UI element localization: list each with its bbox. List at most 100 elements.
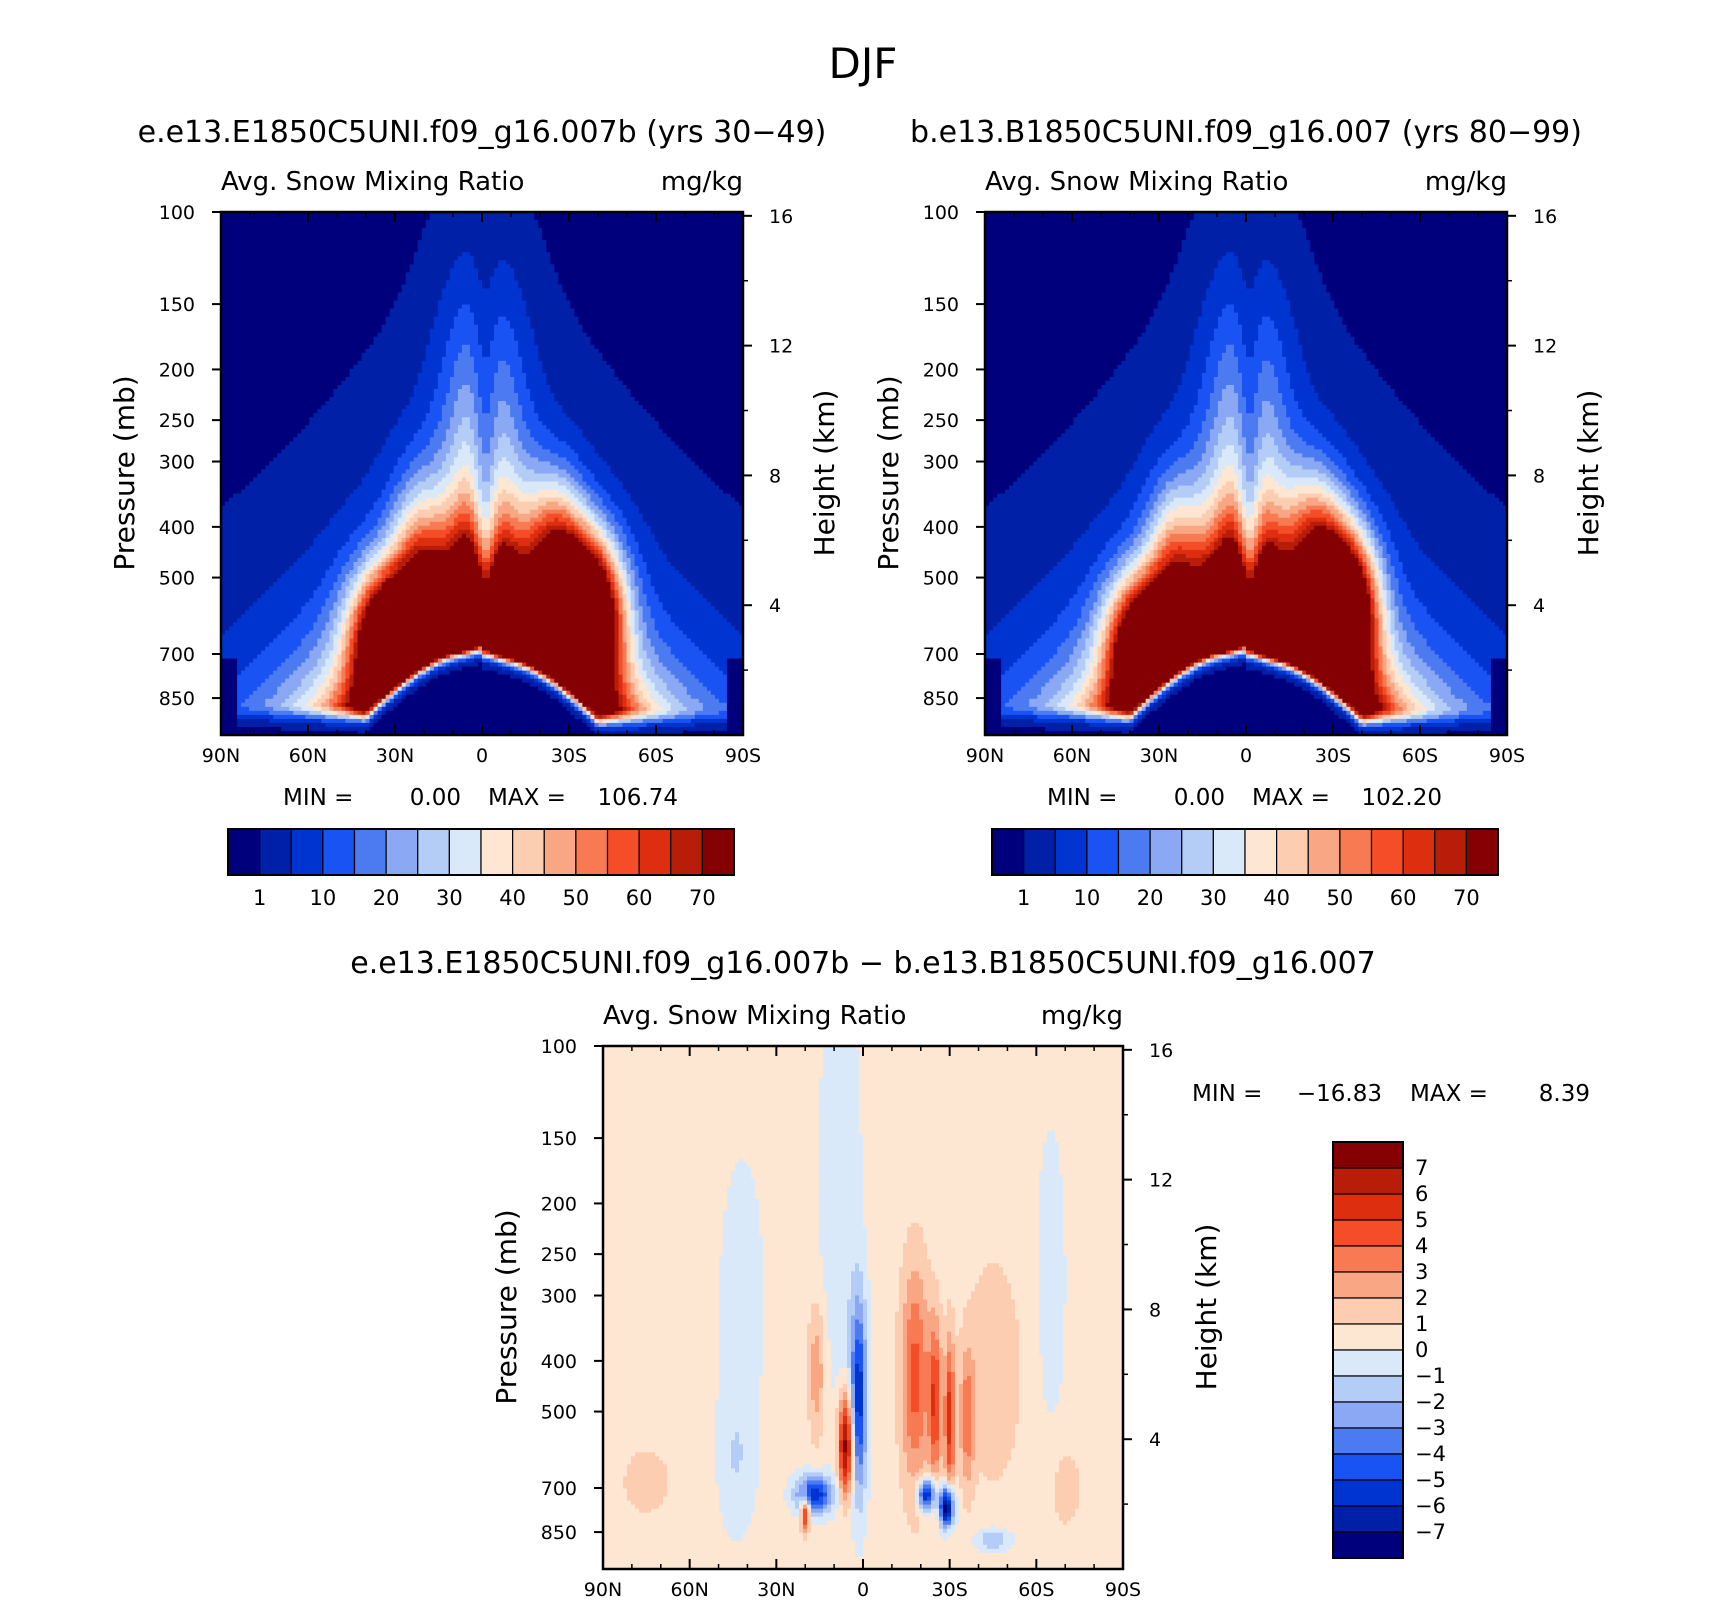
field-cell (985, 252, 1178, 257)
field-cell (1334, 413, 1415, 418)
field-cell (1061, 610, 1082, 615)
field-cell (329, 594, 338, 599)
field-cell (1218, 478, 1239, 483)
field-cell (1374, 586, 1379, 591)
field-cell (1234, 498, 1239, 503)
field-cell (498, 461, 511, 466)
field-cell (1073, 417, 1162, 422)
field-cell (221, 482, 250, 487)
field-cell (390, 494, 399, 499)
field-cell (1218, 538, 1223, 543)
field-cell (639, 707, 648, 712)
field-cell (1278, 659, 1371, 664)
field-cell (462, 502, 467, 507)
field-cell (1278, 381, 1291, 386)
field-cell (221, 695, 238, 700)
field-cell (414, 691, 547, 696)
field-cell (985, 562, 1058, 567)
field-cell (1411, 614, 1432, 619)
field-cell (1322, 683, 1375, 688)
field-cell (719, 699, 728, 704)
field-cell (1089, 618, 1094, 623)
field-cell (627, 566, 632, 571)
field-cell (985, 478, 1018, 483)
field-cell (594, 449, 683, 454)
field-cell (518, 393, 531, 398)
field-cell (442, 478, 455, 483)
field-cell (582, 486, 591, 491)
field-cell (317, 409, 402, 414)
field-cell (643, 582, 652, 587)
field-cell (1041, 634, 1070, 639)
field-cell (683, 630, 740, 635)
field-cell (1302, 349, 1363, 354)
field-cell (985, 651, 1026, 656)
field-cell (462, 445, 471, 450)
field-cell (1021, 687, 1042, 692)
field-cell (631, 606, 636, 611)
field-cell (635, 598, 640, 603)
field-cell (1134, 526, 1143, 531)
field-cell (619, 634, 624, 639)
field-cell (659, 659, 680, 664)
field-cell (1198, 397, 1211, 402)
field-cell (1326, 465, 1339, 470)
field-cell (1097, 634, 1102, 639)
field-cell (1419, 546, 1508, 551)
field-cell (1105, 566, 1114, 571)
field-cell (490, 445, 499, 450)
field-cell (985, 401, 1090, 406)
field-cell (582, 494, 591, 499)
field-cell (394, 687, 399, 692)
field-cell (402, 538, 407, 543)
field-cell (1379, 590, 1384, 595)
field-cell (221, 474, 258, 479)
field-cell (647, 622, 656, 627)
field-cell (1302, 514, 1331, 519)
field-cell (623, 642, 628, 647)
field-cell (1362, 542, 1367, 547)
field-cell (1126, 538, 1135, 543)
field-cell (237, 659, 254, 664)
field-cell (526, 667, 531, 672)
field-cell (615, 578, 620, 583)
field-cell (1089, 522, 1122, 527)
field-cell (345, 594, 350, 599)
field-cell (293, 671, 310, 676)
field-cell (1142, 510, 1151, 515)
field-cell (1258, 377, 1279, 382)
field-cell (578, 490, 587, 495)
field-cell (1190, 667, 1195, 672)
field-cell (1387, 638, 1392, 643)
field-cell (349, 626, 354, 631)
field-cell (430, 675, 439, 680)
field-cell (478, 272, 495, 277)
field-cell (631, 634, 636, 639)
field-cell (1302, 353, 1367, 358)
field-cell (490, 349, 519, 354)
field-cell (382, 325, 435, 330)
field-cell (1290, 377, 1311, 382)
field-cell (1186, 425, 1203, 430)
field-cell (402, 474, 415, 479)
field-cell (1395, 506, 1508, 511)
field-cell (1049, 679, 1066, 684)
field-cell (1374, 534, 1383, 539)
field-cell (1150, 570, 1155, 575)
field-cell (1274, 264, 1319, 269)
field-cell (1354, 550, 1359, 555)
field-cell (245, 610, 302, 615)
field-cell (474, 534, 479, 539)
field-cell (1214, 445, 1227, 450)
field-cell (1342, 522, 1347, 527)
field-cell (530, 542, 539, 547)
field-cell (594, 542, 599, 547)
field-cell (482, 465, 491, 470)
field-cell (1290, 663, 1371, 668)
field-cell (623, 679, 628, 684)
field-cell (1358, 530, 1363, 535)
field-cell (1246, 562, 1255, 567)
field-cell (1218, 361, 1239, 366)
field-cell (1322, 494, 1335, 499)
field-cell (598, 558, 603, 563)
